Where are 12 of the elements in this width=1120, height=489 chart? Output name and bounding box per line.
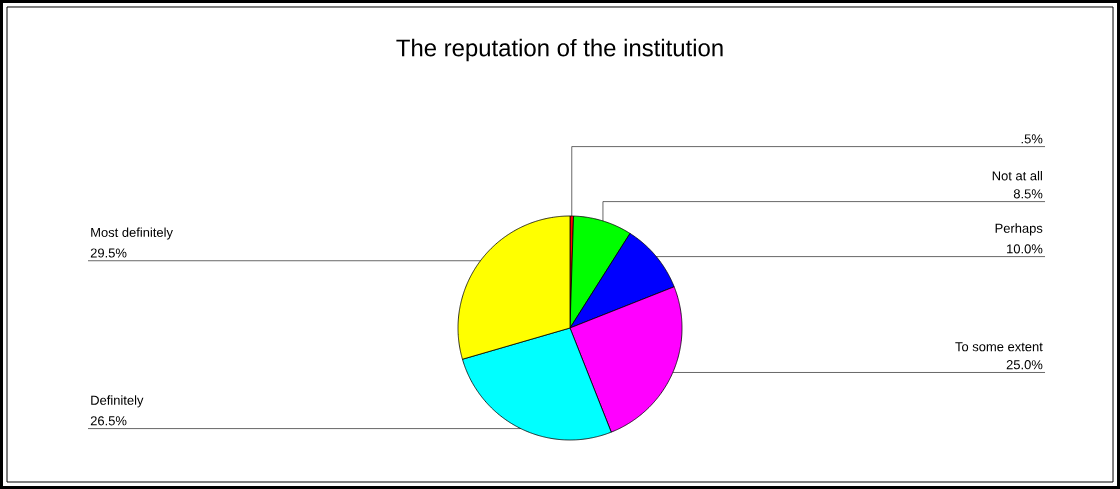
data-label: 10.0%: [1007, 244, 1043, 254]
slice-label: Definitely: [91, 395, 144, 408]
data-label: .5%: [1021, 134, 1043, 144]
slice-label: Perhaps: [995, 223, 1043, 236]
slice-label: Most definitely: [91, 227, 173, 240]
data-label: 25.0%: [1006, 360, 1043, 370]
slice-label: To some extent: [955, 342, 1043, 352]
data-label: 29.5%: [90, 248, 127, 258]
data-label: 8.5%: [1013, 189, 1043, 199]
data-label: 26.5%: [90, 416, 127, 426]
chart-title: The reputation of the institution: [396, 38, 723, 62]
slice-label: Not at all: [992, 170, 1042, 181]
